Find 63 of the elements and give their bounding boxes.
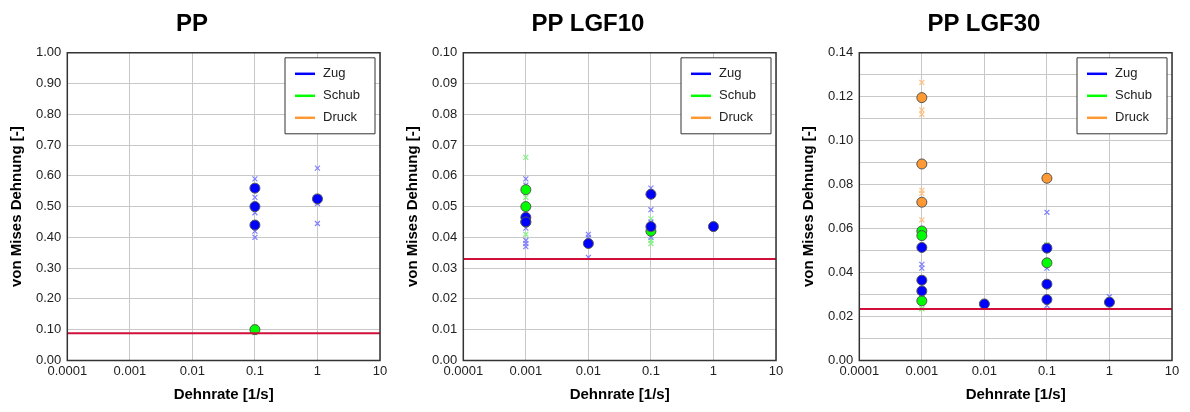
y-tick-label: 0.00 bbox=[35, 351, 62, 367]
y-tick-label: 0.06 bbox=[431, 167, 458, 183]
chart-title: PP bbox=[175, 9, 209, 37]
y-tick-label: 0.07 bbox=[431, 136, 458, 152]
y-tick-label: 0.04 bbox=[431, 228, 458, 244]
x-tick-label: 1 bbox=[313, 362, 322, 378]
y-tick-label: 0.14 bbox=[827, 44, 854, 60]
x-tick-label: 0.1 bbox=[641, 362, 660, 378]
y-axis-title: von Mises Dehnung [-] bbox=[7, 126, 25, 288]
y-tick-label: 0.08 bbox=[431, 105, 458, 121]
x-tick-label: 10 bbox=[768, 362, 784, 378]
chart-title: PP LGF30 bbox=[927, 9, 1041, 37]
y-tick-label: 0.12 bbox=[827, 88, 854, 104]
legend-label: Zug bbox=[323, 65, 346, 81]
x-tick-label: 0.001 bbox=[905, 362, 939, 378]
y-tick-label: 0.90 bbox=[35, 75, 62, 91]
x-tick-label: 0.01 bbox=[971, 362, 998, 378]
x-tick-label: 0.001 bbox=[509, 362, 543, 378]
y-tick-label: 0.40 bbox=[35, 228, 62, 244]
x-tick-label: 0.1 bbox=[245, 362, 264, 378]
y-tick-label: 0.02 bbox=[827, 308, 854, 324]
legend-label: Schub bbox=[719, 87, 756, 103]
y-tick-label: 0.70 bbox=[35, 136, 62, 152]
x-tick-label: 0.1 bbox=[1037, 362, 1056, 378]
x-tick-label: 1 bbox=[1105, 362, 1114, 378]
legend-label: Schub bbox=[1115, 87, 1152, 103]
y-tick-label: 0.06 bbox=[827, 220, 854, 236]
y-tick-label: 0.04 bbox=[827, 264, 854, 280]
y-tick-label: 0.30 bbox=[35, 259, 62, 275]
legend-label: Zug bbox=[1115, 65, 1138, 81]
legend-label: Druck bbox=[323, 109, 358, 125]
legend-label: Druck bbox=[1115, 109, 1150, 125]
x-tick-label: 0.001 bbox=[113, 362, 147, 378]
x-axis-title: Dehnrate [1/s] bbox=[173, 385, 274, 403]
legend-label: Druck bbox=[719, 109, 754, 125]
y-tick-label: 0.02 bbox=[431, 290, 458, 306]
y-axis-title: von Mises Dehnung [-] bbox=[799, 126, 817, 288]
y-tick-label: 0.09 bbox=[431, 75, 458, 91]
legend-label: Zug bbox=[719, 65, 742, 81]
y-tick-label: 0.08 bbox=[827, 176, 854, 192]
y-tick-label: 0.80 bbox=[35, 105, 62, 121]
y-tick-label: 1.00 bbox=[35, 44, 62, 60]
y-tick-label: 0.00 bbox=[827, 351, 854, 367]
x-axis-title: Dehnrate [1/s] bbox=[965, 385, 1066, 403]
x-tick-label: 0.01 bbox=[575, 362, 602, 378]
x-tick-label: 10 bbox=[372, 362, 388, 378]
legend-label: Schub bbox=[323, 87, 360, 103]
x-tick-label: 10 bbox=[1164, 362, 1180, 378]
y-tick-label: 0.10 bbox=[827, 132, 854, 148]
y-tick-label: 0.10 bbox=[431, 44, 458, 60]
y-tick-label: 0.00 bbox=[431, 351, 458, 367]
y-tick-label: 0.60 bbox=[35, 167, 62, 183]
chart-title: PP LGF10 bbox=[531, 9, 645, 37]
y-tick-label: 0.03 bbox=[431, 259, 458, 275]
x-tick-label: 0.01 bbox=[179, 362, 206, 378]
x-axis-title: Dehnrate [1/s] bbox=[569, 385, 670, 403]
y-tick-label: 0.10 bbox=[35, 321, 62, 337]
y-axis-title: von Mises Dehnung [-] bbox=[403, 126, 421, 288]
y-tick-label: 0.50 bbox=[35, 198, 62, 214]
y-tick-label: 0.05 bbox=[431, 198, 458, 214]
x-tick-label: 1 bbox=[709, 362, 718, 378]
y-tick-label: 0.20 bbox=[35, 290, 62, 306]
y-tick-label: 0.01 bbox=[431, 321, 458, 337]
